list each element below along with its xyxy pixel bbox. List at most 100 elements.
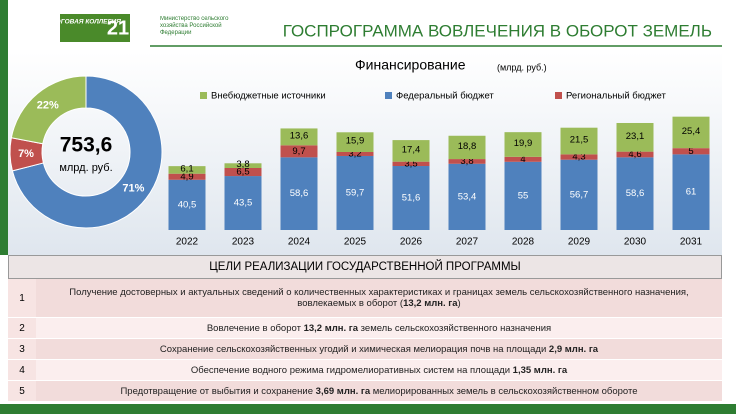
row-text-inner: Вовлечение в оборот 13,2 млн. га земель … — [207, 323, 551, 334]
bar-segment — [392, 161, 430, 167]
text-part: 1,35 млн. га — [512, 364, 568, 376]
text-part: 13,2 млн. га — [403, 298, 458, 309]
bar-segment — [616, 157, 654, 230]
bar-value-label: 4,6 — [628, 149, 641, 160]
bar-segment — [616, 151, 654, 158]
bar-segment — [504, 132, 542, 157]
bar-value-label: 58,6 — [626, 188, 645, 199]
table-row: 1 Получение достоверных и актуальных свед… — [8, 279, 722, 318]
row-text-inner: Получение достоверных и актуальных сведе… — [50, 287, 708, 309]
ministry: Министерство сельского хозяйства Российс… — [160, 16, 229, 36]
pie-label: 22% — [37, 100, 59, 112]
bar-segment — [672, 116, 710, 149]
text-part: Сохранение сельскохозяйственных угодий и… — [159, 343, 549, 355]
row-text-inner: Сохранение сельскохозяйственных угодий и… — [160, 344, 598, 355]
text-part: Вовлечение в оборот — [206, 322, 304, 334]
pie-slice — [10, 75, 87, 145]
bar-segment — [168, 179, 206, 230]
x-tick-label: 2024 — [288, 237, 311, 248]
text-part: Предотвращение от выбытия и сохранение — [120, 385, 316, 397]
bar-value-label: 6,5 — [236, 167, 249, 178]
bar-value-label: 40,5 — [178, 199, 197, 210]
x-tick-label: 2027 — [456, 237, 479, 248]
text-part: ) — [457, 298, 461, 309]
bar-segment — [224, 163, 262, 168]
logo-box — [60, 14, 130, 42]
bar-segment — [672, 154, 710, 230]
pie-label: 71% — [122, 183, 144, 195]
x-tick-label: 2031 — [680, 237, 703, 248]
bar-value-label: 5 — [688, 146, 693, 157]
side-strip — [0, 0, 8, 255]
text-part: земель сельскохозяйственного назначения — [358, 322, 552, 334]
bar-value-label: 25,4 — [682, 126, 701, 137]
pie-slice — [11, 75, 163, 229]
bar-value-label: 17,4 — [402, 144, 421, 155]
row-number: 5 — [8, 381, 36, 401]
bar-segment — [560, 127, 598, 155]
row-number: 3 — [8, 339, 36, 359]
text-part: 2,9 млн. га — [548, 343, 599, 355]
x-tick-label: 2023 — [232, 237, 255, 248]
row-text: Вовлечение в оборот 13,2 млн. га земель … — [36, 318, 722, 338]
bar-segment — [168, 166, 206, 174]
legend-swatch — [555, 92, 562, 99]
table-row: 2 Вовлечение в оборот 13,2 млн. га земель… — [8, 318, 722, 339]
text-part: 3,69 млн. га — [315, 385, 371, 397]
bar-segment — [336, 155, 374, 230]
row-text: Обеспечение водного режима гидромелиорат… — [36, 360, 722, 380]
bottom-strip — [0, 404, 736, 414]
row-text: Предотвращение от выбытия и сохранение 3… — [36, 381, 722, 401]
bar-value-label: 51,6 — [402, 193, 421, 204]
bar-value-label: 53,4 — [458, 191, 477, 202]
bar-value-label: 3,8 — [460, 156, 473, 167]
bar-segment — [168, 173, 206, 180]
bar-value-label: 15,9 — [346, 136, 365, 147]
bar-value-label: 23,1 — [626, 131, 645, 142]
bar-value-label: 4,3 — [572, 152, 585, 163]
row-number: 2 — [8, 318, 36, 338]
bar-value-label: 19,9 — [514, 138, 533, 149]
text-part: Получение достоверных и актуальных сведе… — [69, 287, 692, 309]
legend-label: Региональный бюджет — [566, 91, 667, 102]
bar-segment — [392, 140, 430, 162]
bar-value-label: 58,6 — [290, 188, 309, 199]
bar-value-label: 4,9 — [180, 171, 193, 182]
slide-title: ГОСПРОГРАММА ВОВЛЕЧЕНИЯ В ОБОРОТ ЗЕМЕЛЬ — [283, 21, 712, 40]
goals-table: ЦЕЛИ РЕАЛИЗАЦИИ ГОСУДАРСТВЕННОЙ ПРОГРАММ… — [8, 255, 722, 402]
pie-center-value: 753,6 — [60, 134, 113, 157]
text-part: 13,2 млн. га — [303, 322, 359, 334]
row-text-inner: Обеспечение водного режима гидромелиорат… — [191, 365, 567, 376]
bar-value-label: 18,8 — [458, 141, 477, 152]
bar-value-label: 21,5 — [570, 135, 589, 146]
bar-value-label: 4 — [520, 154, 525, 165]
bar-value-label: 55 — [518, 190, 529, 201]
row-number: 4 — [8, 360, 36, 380]
ministry-box: Министерство сельского хозяйства Российс… — [160, 16, 229, 36]
x-tick-label: 2026 — [400, 237, 423, 248]
x-tick-label: 2022 — [176, 237, 199, 248]
bar-segment — [504, 156, 542, 162]
bar-segment — [280, 145, 318, 158]
bar-value-label: 6,1 — [180, 163, 193, 174]
bar-segment — [224, 168, 262, 177]
bar-value-label: 59,7 — [346, 188, 365, 199]
bar-value-label: 56,7 — [570, 189, 589, 200]
legend-swatch — [385, 92, 392, 99]
legend-swatch — [200, 92, 207, 99]
bar-segment — [392, 166, 430, 230]
legend-label: Внебюджетные источники — [211, 91, 326, 102]
pie-label: 7% — [18, 148, 34, 160]
bar-segment — [504, 161, 542, 230]
row-text: Сохранение сельскохозяйственных угодий и… — [36, 339, 722, 359]
bar-segment — [280, 128, 318, 146]
row-text: Получение достоверных и актуальных сведе… — [36, 279, 722, 317]
row-number: 1 — [8, 279, 36, 317]
chart-subtitle: (млрд. руб.) — [497, 62, 547, 72]
table-title: ЦЕЛИ РЕАЛИЗАЦИИ ГОСУДАРСТВЕННОЙ ПРОГРАММ… — [8, 255, 722, 279]
logo-title: ИТОГОВАЯ КОЛЛЕГИЯ — [47, 19, 121, 26]
bar-segment — [448, 159, 486, 164]
bar-value-label: 9,7 — [292, 146, 305, 157]
legend-label: Федеральный бюджет — [396, 91, 494, 102]
